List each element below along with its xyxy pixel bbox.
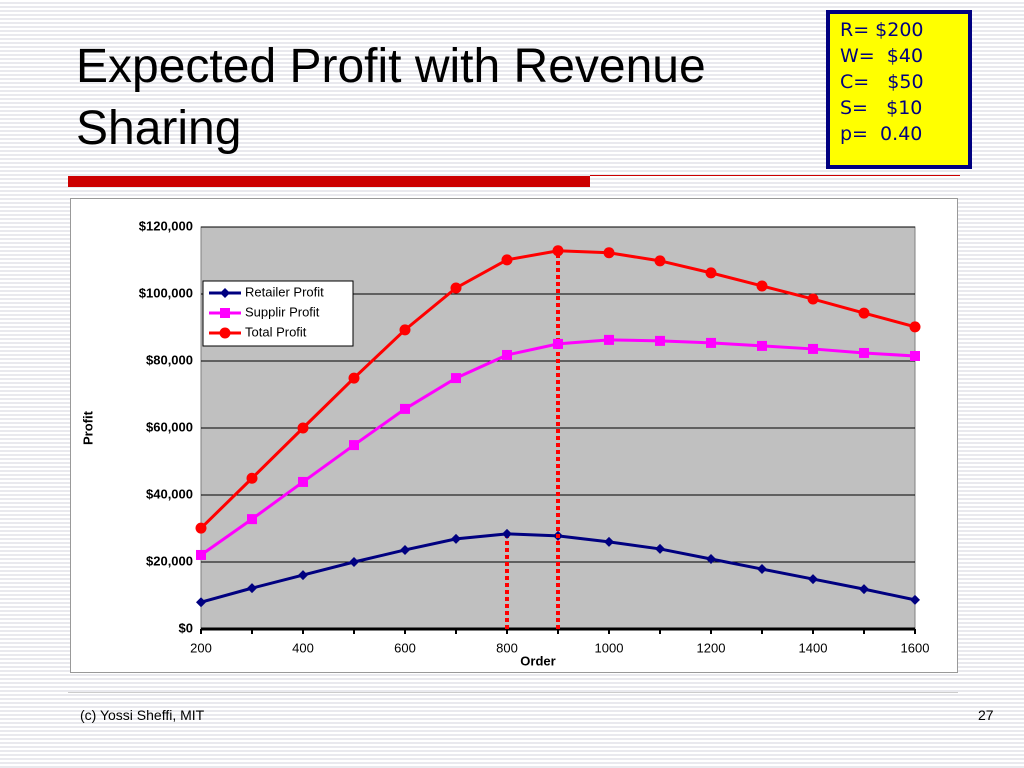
marker [603,247,615,259]
marker [604,536,614,547]
marker [349,557,359,567]
legend-label: Supplir Profit [245,304,320,319]
x-tick-label: 1600 [901,640,930,655]
x-tick-label: 200 [190,640,212,655]
parameter-box: R= $200 W= $40 C= $50 S= $10 p= 0.40 [826,10,972,169]
marker [399,324,411,336]
marker [196,597,206,608]
marker [502,528,512,539]
chart: $0 $20,000 $40,000 $60,000 $80,000 $100,000 $1… [70,198,958,673]
y-tick-label: $120,000 [139,218,193,233]
marker [910,350,920,361]
marker [654,255,666,267]
marker [808,343,818,354]
parameter: W= $40 [840,45,924,67]
x-tick-label: 600 [394,640,416,655]
slide-title: Expected Profit with Revenue Sharing [76,40,706,155]
marker [552,245,564,257]
marker [706,337,716,348]
marker [450,282,462,294]
x-axis-label: Order [520,653,555,668]
legend-label: Retailer Profit [245,284,324,299]
marker [705,267,717,279]
marker [451,533,461,544]
marker [298,476,308,487]
x-tick-label: 1000 [595,640,624,655]
marker [655,543,665,554]
marker [756,280,768,292]
marker [604,334,614,345]
marker [220,308,230,318]
marker [655,335,665,346]
parameter: p= 0.40 [840,123,923,145]
y-tick-label: $100,000 [139,285,193,300]
marker [298,570,308,581]
marker [553,338,563,349]
marker [808,574,818,585]
y-tick-label: $60,000 [146,419,193,434]
parameter: C= $50 [840,71,924,93]
marker [706,553,716,564]
marker [247,514,257,525]
marker [246,472,258,484]
x-tick-label: 1200 [697,640,726,655]
marker [297,422,309,434]
marker [349,440,359,451]
marker [859,584,869,595]
marker [859,347,869,358]
footer: (c) Yossi Sheffi, MIT [80,707,205,723]
marker [219,327,231,339]
title-rule [68,176,590,187]
marker [451,373,461,384]
marker [348,372,360,384]
y-axis-label: Profit [80,410,95,445]
marker [220,288,230,298]
marker [910,594,920,605]
page-number: 27 [978,707,994,723]
y-tick-label: $80,000 [146,352,193,367]
marker [195,522,207,534]
x-tick-label: 800 [496,640,518,655]
x-tick-label: 400 [292,640,314,655]
marker [757,340,767,351]
y-tick-label: $20,000 [146,553,193,568]
marker [502,349,512,360]
marker [400,544,410,555]
footer-rule [68,692,958,693]
marker [400,403,410,414]
parameter: R= $200 [840,19,924,41]
legend-label: Total Profit [245,324,307,339]
marker [909,321,921,333]
marker [247,583,257,594]
title-rule-thin [590,175,960,176]
marker [196,549,206,560]
x-tick-label: 1400 [799,640,828,655]
y-tick-label: $0 [179,620,193,635]
y-tick-label: $40,000 [146,486,193,501]
marker [757,564,767,575]
marker [807,293,819,305]
parameter: S= $10 [840,97,923,119]
marker [501,254,513,266]
marker [858,307,870,319]
